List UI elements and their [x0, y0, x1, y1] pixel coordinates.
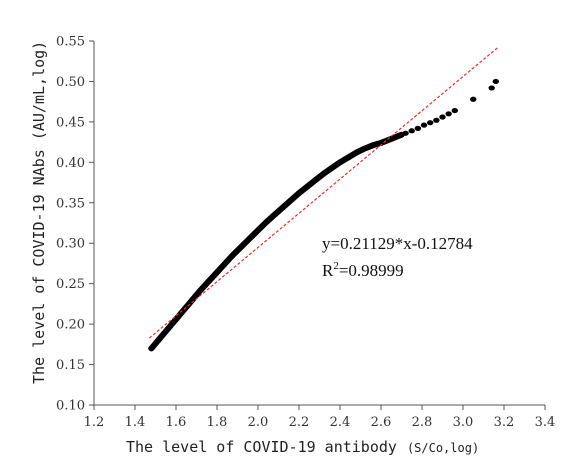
y-axis-title: The level of COVID-19 NAbs (AU/mL,log) — [30, 41, 48, 384]
x-tick-label: 2.0 — [248, 415, 269, 430]
data-point — [222, 260, 229, 267]
data-point — [320, 171, 327, 177]
data-point — [328, 165, 335, 171]
data-point — [230, 251, 237, 258]
x-tick-label: 3.2 — [494, 415, 515, 430]
data-point — [492, 78, 499, 85]
data-point — [445, 111, 452, 117]
x-tick-label: 1.6 — [166, 415, 187, 430]
data-point — [427, 120, 434, 126]
data-point — [470, 96, 477, 102]
y-tick-label: 0.20 — [56, 318, 85, 333]
y-tick-label: 0.45 — [56, 115, 85, 130]
data-point — [279, 205, 286, 211]
data-point — [414, 125, 422, 131]
data-point — [295, 190, 303, 196]
data-point — [336, 159, 344, 165]
data-point — [238, 243, 245, 250]
r-squared-prefix: R — [322, 261, 334, 280]
r-squared-superscript: 2 — [333, 260, 339, 272]
x-tick-label: 2.4 — [330, 415, 351, 430]
y-tick-label: 0.15 — [56, 358, 85, 373]
data-point — [439, 114, 446, 120]
r-squared-value: =0.98999 — [339, 261, 404, 280]
data-point — [246, 235, 253, 241]
data-point — [304, 184, 311, 190]
y-tick-label: 0.35 — [56, 196, 85, 211]
data-point — [488, 85, 495, 91]
x-tick-label: 3.0 — [453, 415, 474, 430]
data-band — [148, 131, 405, 352]
data-point — [172, 316, 180, 322]
x-tick-label: 1.4 — [125, 415, 146, 430]
x-axis-unit: (S/Co,log) — [407, 441, 479, 455]
data-point — [312, 177, 319, 183]
data-point — [451, 107, 458, 114]
data-point — [408, 128, 415, 134]
data-point — [402, 130, 409, 136]
y-tick-label: 0.10 — [56, 399, 85, 414]
data-point — [263, 219, 270, 225]
data-point — [156, 336, 163, 342]
r-squared-label: R2=0.98999 — [322, 260, 404, 280]
x-tick-label: 2.8 — [412, 415, 433, 430]
data-point — [287, 197, 294, 203]
x-tick-label: 2.6 — [371, 415, 392, 430]
x-axis-title-text: The level of COVID-19 antibody — [126, 438, 397, 456]
data-point — [164, 326, 171, 332]
fit-line — [148, 47, 499, 339]
data-point — [345, 154, 352, 161]
data-point — [420, 122, 428, 128]
data-point — [254, 227, 262, 233]
x-tick-label: 2.2 — [289, 415, 310, 430]
y-tick-label: 0.40 — [56, 156, 85, 171]
x-axis-title: The level of COVID-19 antibody (S/Co,log) — [126, 438, 479, 456]
fit-equation: y=0.21129*x-0.12784 — [322, 234, 473, 253]
data-point — [148, 345, 155, 351]
y-tick-label: 0.50 — [56, 75, 85, 90]
y-tick-label: 0.25 — [56, 277, 85, 292]
data-point — [433, 117, 440, 123]
plot-area — [148, 47, 499, 352]
data-point — [353, 150, 360, 156]
x-tick-label: 1.8 — [207, 415, 228, 430]
x-tick-label: 3.4 — [535, 415, 556, 430]
y-tick-label: 0.55 — [56, 35, 85, 50]
x-tick-label: 1.2 — [84, 415, 105, 430]
data-point — [213, 269, 221, 275]
data-point — [271, 212, 278, 218]
data-point — [369, 142, 376, 148]
data-point — [361, 145, 368, 152]
axes: 1.2 1.4 1.6 1.8 2.0 2.2 2.4 2.6 2.8 3.0 3.2 3.4 0.10… — [56, 35, 555, 431]
data-point — [205, 278, 212, 284]
data-point — [197, 287, 204, 293]
y-tick-label: 0.30 — [56, 237, 85, 252]
